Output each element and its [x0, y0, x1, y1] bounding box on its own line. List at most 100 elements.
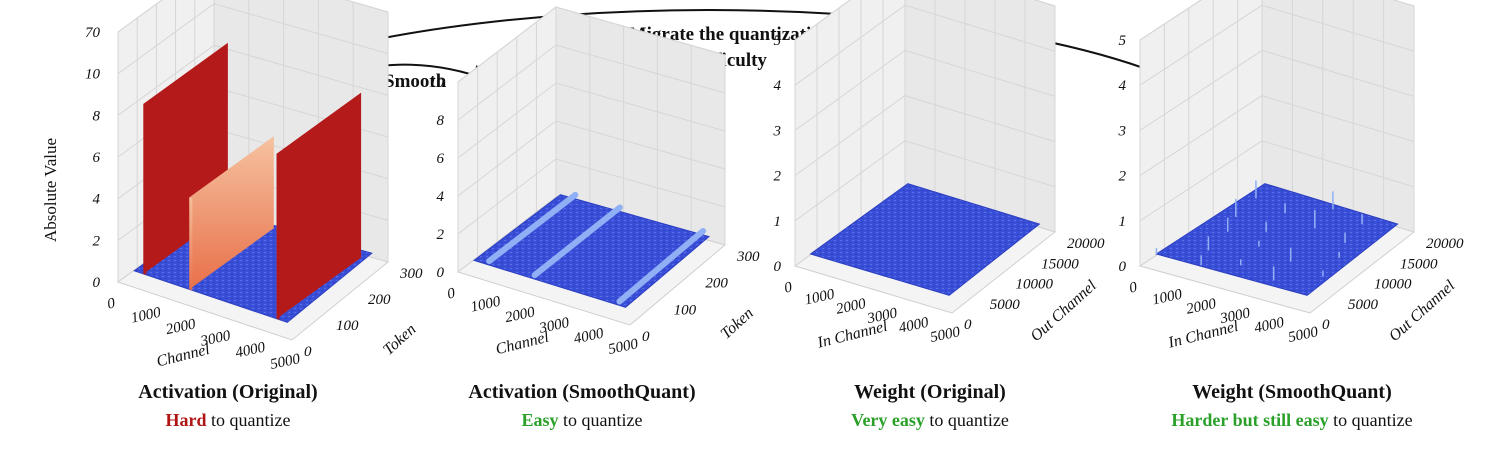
panel1-subtitle: Hard to quantize	[48, 410, 408, 431]
y-tick-label: 0	[964, 317, 972, 333]
x-tick-label: 4000	[897, 315, 930, 337]
smoothed-channel-ridge	[486, 191, 579, 265]
data-surface	[809, 183, 1041, 296]
x-tick-label: 3000	[198, 328, 232, 350]
x-tick-label: 0	[106, 295, 117, 312]
z-tick-label: 3	[773, 123, 782, 139]
x-tick-label: 3000	[537, 315, 571, 337]
outlier-channel-bar	[276, 153, 280, 320]
z-tick-label: 8	[93, 108, 101, 124]
y-tick-label: 10000	[1374, 277, 1412, 293]
migrate-label-line1: Migrate the quantization	[629, 24, 832, 45]
z-tick-label: 4	[1119, 78, 1127, 94]
x-tick-label: 1000	[130, 305, 163, 327]
z-tick-label: 2	[93, 233, 101, 249]
x-tick-label: 1000	[803, 286, 836, 308]
z-tick-label: 5	[774, 33, 782, 49]
z-tick-label: 5	[1119, 33, 1127, 49]
x-tick-label: 4000	[572, 325, 605, 347]
z-tick-label: 0	[437, 265, 445, 281]
y-tick-label: 0	[1322, 317, 1330, 333]
z-tick-label: 1	[774, 214, 782, 230]
y-tick-label: 20000	[1067, 236, 1105, 252]
z-tick-label: 2	[774, 169, 782, 185]
z-tick-label: 10	[429, 75, 445, 91]
x-tick-label: 1000	[1151, 286, 1184, 308]
x-tick-label: 2000	[835, 296, 868, 318]
z-tick-label: 4	[437, 189, 445, 205]
y-tick-label: 300	[399, 266, 423, 282]
panel3-subtitle: Very easy to quantize	[750, 410, 1110, 431]
z-tick-label: 8	[437, 113, 445, 129]
panel3-subtitle-highlight: Very easy	[851, 410, 925, 430]
x-tick-label: 5000	[269, 351, 302, 373]
y-tick-label: 100	[674, 302, 697, 318]
y-tick-label: 15000	[1041, 256, 1079, 272]
z-axis-label: Absolute Value	[41, 138, 60, 242]
panel4-subtitle-highlight: Harder but still easy	[1171, 410, 1329, 430]
y-tick-label: 0	[304, 344, 312, 360]
smoothed-channel-ridge	[616, 227, 707, 305]
y-tick-label: 20000	[1426, 236, 1464, 252]
smoothed-channel-ridge	[531, 204, 623, 279]
grid-line	[1139, 0, 1415, 41]
y-tick-label: 5000	[1348, 297, 1379, 313]
x-tick-label: 5000	[607, 336, 640, 358]
x-tick-label: 3000	[1218, 305, 1252, 327]
y-axis-label: Token	[380, 321, 419, 359]
panel2-title: Activation (SmoothQuant)	[468, 381, 696, 403]
panel3-title: Weight (Original)	[854, 381, 1006, 403]
y-axis-label: Token	[718, 305, 757, 343]
y-tick-label: 100	[336, 318, 359, 334]
panel1-title: Activation (Original)	[138, 381, 318, 403]
panel2-subtitle-highlight: Easy	[521, 410, 559, 430]
outlier-channel-bar	[189, 197, 193, 291]
x-axis-label: In Channel	[815, 318, 890, 352]
z-tick-label: 1	[1119, 214, 1127, 230]
z-tick-label: 6	[93, 150, 101, 166]
z-tick-label: 6	[437, 151, 445, 167]
z-tick-label: 0	[774, 259, 782, 275]
x-tick-label: 2000	[164, 316, 197, 338]
x-axis-label: Channel	[494, 329, 551, 359]
z-tick-label: 4	[774, 78, 782, 94]
outlier-channel-bar	[189, 136, 274, 290]
migrate-arrow	[284, 9, 1179, 84]
x-axis-label: Channel	[155, 341, 212, 371]
panel1-subtitle-rest: to quantize	[206, 410, 291, 430]
panel4-title: Weight (SmoothQuant)	[1192, 381, 1392, 403]
z-tick-label: 2	[1119, 169, 1127, 185]
x-tick-label: 1000	[469, 294, 502, 316]
data-surface	[1155, 183, 1399, 296]
panel2-subtitle: Easy to quantize	[402, 410, 762, 431]
y-tick-label: 15000	[1400, 256, 1438, 272]
outlier-channel-bar	[276, 92, 362, 319]
x-tick-label: 5000	[1287, 324, 1320, 346]
y-tick-label: 200	[368, 292, 391, 308]
y-tick-label: 0	[642, 329, 650, 345]
panel3-subtitle-rest: to quantize	[924, 410, 1009, 430]
x-tick-label: 3000	[865, 305, 899, 327]
x-tick-label: 2000	[1185, 296, 1218, 318]
x-tick-label: 0	[446, 285, 457, 302]
outlier-channel-bar	[143, 103, 147, 275]
x-tick-label: 0	[783, 279, 794, 296]
x-tick-label: 2000	[504, 304, 537, 326]
grid-line	[794, 0, 1056, 41]
panel2-subtitle-rest: to quantize	[558, 410, 643, 430]
z-tick-label: 0	[93, 275, 101, 291]
y-tick-label: 5000	[990, 297, 1021, 313]
x-tick-label: 4000	[1253, 315, 1286, 337]
z-tick-label: 4	[93, 192, 101, 208]
x-tick-label: 5000	[929, 324, 962, 346]
y-tick-label: 200	[705, 276, 728, 292]
x-axis-label: In Channel	[1166, 318, 1241, 352]
y-tick-label: 10000	[1016, 277, 1054, 293]
z-tick-label: 0	[1119, 259, 1127, 275]
y-tick-label: 300	[736, 249, 760, 265]
panel4-subtitle: Harder but still easy to quantize	[1112, 410, 1472, 431]
